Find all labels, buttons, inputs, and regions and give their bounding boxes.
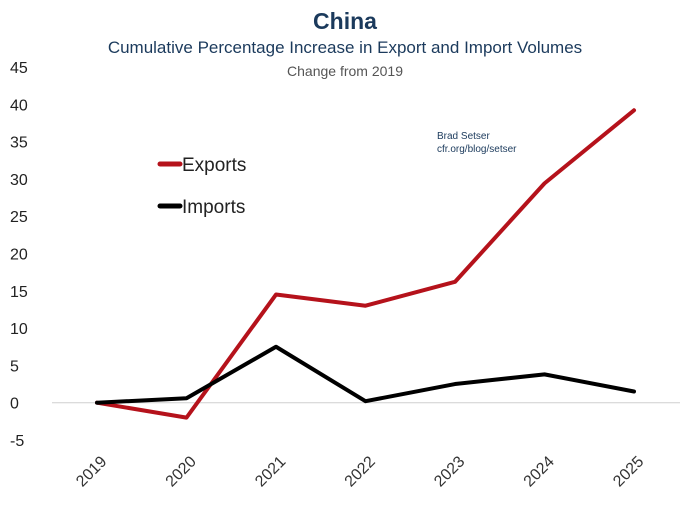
x-tick-label: 2025 xyxy=(610,453,647,490)
y-tick-label: 45 xyxy=(10,60,28,77)
credit-line: Brad Setser xyxy=(437,131,490,142)
y-tick-label: 0 xyxy=(10,396,19,413)
y-tick-label: 30 xyxy=(10,172,28,189)
y-tick-label: 35 xyxy=(10,135,28,152)
x-tick-label: 2020 xyxy=(163,453,200,490)
series-line-imports xyxy=(95,344,636,405)
series-group xyxy=(95,108,636,420)
y-tick-label: 5 xyxy=(10,358,19,375)
y-tick-label: 40 xyxy=(10,97,28,114)
y-tick-label: 20 xyxy=(10,247,28,264)
y-tick-label: 15 xyxy=(10,284,28,301)
chart-title: China xyxy=(313,8,377,34)
x-tick-label: 2024 xyxy=(521,453,558,490)
chart-subtitle: Cumulative Percentage Increase in Export… xyxy=(107,38,583,57)
y-axis: -5 0 5 10 15 20 25 30 35 40 45 xyxy=(10,60,28,450)
legend: Exports Imports xyxy=(157,155,246,218)
x-axis: 2019 2020 2021 2022 2023 2024 2025 xyxy=(73,453,647,490)
x-tick-label: 2019 xyxy=(73,453,110,490)
x-tick-label: 2022 xyxy=(342,453,379,490)
legend-label-imports: Imports xyxy=(182,197,245,218)
series-line-exports xyxy=(95,108,636,420)
x-tick-label: 2021 xyxy=(252,453,289,490)
y-tick-label: 10 xyxy=(10,321,28,338)
legend-label-exports: Exports xyxy=(182,155,246,176)
y-tick-label: 25 xyxy=(10,209,28,226)
credit-annotation: Brad Setser cfr.org/blog/setser xyxy=(437,131,517,155)
chart-subsubtitle: Change from 2019 xyxy=(287,63,403,79)
y-tick-label: -5 xyxy=(10,433,24,450)
x-tick-label: 2023 xyxy=(431,453,468,490)
credit-line: cfr.org/blog/setser xyxy=(437,144,517,155)
